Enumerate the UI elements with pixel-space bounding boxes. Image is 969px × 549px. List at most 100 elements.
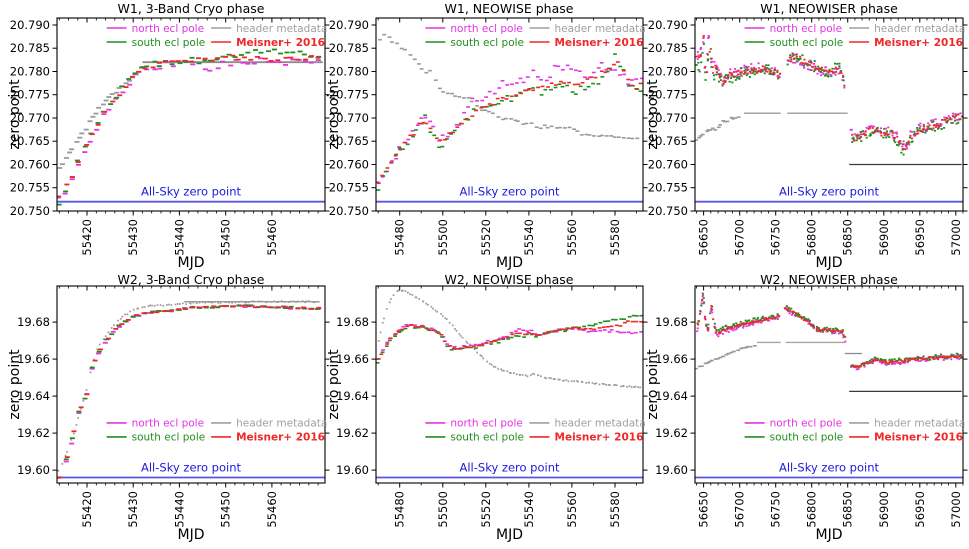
x-tick-label: 55430	[126, 219, 140, 256]
x-axis-label: MJD	[816, 527, 843, 543]
data-points	[376, 33, 643, 191]
legend-label: header metadata	[555, 418, 646, 430]
x-tick-label: 56950	[913, 219, 927, 256]
y-tick-label: 20.770	[10, 111, 50, 125]
y-tick-label: 19.68	[336, 315, 369, 329]
x-tick-label: 56650	[697, 491, 711, 528]
y-axis-label: zero point	[645, 79, 661, 150]
y-tick-label: 19.60	[655, 463, 688, 477]
x-tick-label: 55440	[172, 491, 186, 528]
y-tick-label: 20.780	[329, 65, 369, 79]
x-axis-label: MJD	[816, 255, 843, 271]
allsky-zero-point-label: All-Sky zero point	[459, 185, 560, 199]
y-axis-label: zero point	[7, 349, 23, 420]
y-tick-label: 20.780	[648, 65, 688, 79]
legend-label: south ecl pole	[450, 432, 524, 444]
y-tick-label: 20.750	[329, 204, 369, 218]
w1-3band-cryo-plot: All-Sky zero point 55420 55430 55440 55450 55…	[7, 17, 330, 271]
legend-label: north ecl pole	[132, 23, 204, 35]
y-tick-label: 19.66	[336, 352, 369, 366]
x-axis-label: MJD	[496, 527, 523, 543]
x-tick-label: 56900	[877, 491, 891, 528]
x-tick-label: 56750	[769, 219, 783, 256]
y-tick-label: 20.785	[329, 41, 369, 55]
w1-neowiser-plot: All-Sky zero point 56650 56700 56750 56800 56…	[645, 17, 968, 271]
x-tick-label: 57000	[949, 491, 963, 528]
w1-neowise-plot: All-Sky zero point 55480 55500 55520 55540 55…	[326, 17, 648, 271]
legend-label: north ecl pole	[770, 418, 842, 430]
y-axis-label: zero point	[326, 79, 342, 150]
legend-label: north ecl pole	[450, 418, 522, 430]
w2-neowiser-plot: All-Sky zero point 56650 56700 56750 56800 56…	[645, 285, 968, 543]
y-tick-label: 19.62	[336, 426, 369, 440]
x-tick-label: 56850	[841, 491, 855, 528]
y-tick-label: 20.780	[10, 65, 50, 79]
legend-label: south ecl pole	[132, 432, 206, 444]
x-tick-label: 57000	[949, 219, 963, 256]
y-tick-label: 20.770	[648, 111, 688, 125]
w2-neowise-plot: All-Sky zero point 55480 55500 55520 55540 55…	[326, 285, 648, 543]
x-tick-label: 55460	[265, 491, 279, 528]
y-axis-label: zero point	[326, 349, 342, 420]
y-tick-label: 20.750	[10, 204, 50, 218]
subplot-title-w1-neowiser: W1, NEOWISER phase	[760, 1, 898, 16]
y-tick-label: 20.790	[329, 18, 369, 32]
y-tick-label: 20.750	[648, 204, 688, 218]
y-tick-label: 19.68	[17, 315, 50, 329]
subplot-w2-neowise: All-Sky zero point 55480 55500 55520 55540 55…	[326, 274, 650, 549]
y-tick-label: 20.765	[10, 134, 50, 148]
y-tick-label: 20.760	[10, 158, 50, 172]
x-tick-label: 55420	[80, 219, 94, 256]
x-tick-label: 55520	[479, 491, 493, 528]
data-points	[57, 48, 323, 206]
y-tick-label: 19.62	[17, 426, 50, 440]
y-tick-label: 20.755	[10, 181, 50, 195]
legend-label: north ecl pole	[450, 23, 522, 35]
subplot-w1-3band-cryo: All-Sky zero point 55420 55430 55440 55450 55…	[0, 0, 330, 274]
x-tick-label: 55450	[219, 491, 233, 528]
y-tick-label: 20.790	[10, 18, 50, 32]
subplot-title-w2-neowiser: W2, NEOWISER phase	[760, 272, 898, 287]
legend-label: Meisner+ 2016	[236, 432, 325, 444]
y-tick-label: 19.62	[655, 426, 688, 440]
legend-label: header metadata	[874, 23, 965, 35]
x-tick-label: 56800	[805, 219, 819, 256]
allsky-zero-point-label: All-Sky zero point	[459, 461, 560, 475]
x-tick-label: 55560	[565, 219, 579, 256]
legend-label: Meisner+ 2016	[555, 37, 644, 49]
legend-label: south ecl pole	[770, 432, 844, 444]
legend-label: header metadata	[236, 418, 327, 430]
x-tick-label: 56650	[697, 219, 711, 256]
x-tick-label: 55460	[265, 219, 279, 256]
y-tick-label: 20.755	[648, 181, 688, 195]
x-tick-label: 56700	[733, 219, 747, 256]
y-tick-label: 19.64	[655, 389, 688, 403]
allsky-zero-point-label: All-Sky zero point	[141, 461, 242, 475]
x-tick-label: 56800	[805, 491, 819, 528]
legend-label: header metadata	[555, 23, 646, 35]
legend-label: header metadata	[874, 418, 965, 430]
y-tick-label: 20.760	[648, 158, 688, 172]
y-tick-label: 20.775	[648, 88, 688, 102]
x-tick-label: 56950	[913, 491, 927, 528]
subplot-title-w1-3band-cryo: W1, 3-Band Cryo phase	[117, 1, 265, 16]
x-axis-label: MJD	[178, 527, 205, 543]
y-tick-label: 20.770	[329, 111, 369, 125]
y-tick-label: 20.785	[648, 41, 688, 55]
x-tick-label: 55520	[479, 219, 493, 256]
legend-label: Meisner+ 2016	[874, 432, 963, 444]
data-points	[376, 289, 643, 389]
x-axis-label: MJD	[178, 255, 205, 271]
x-tick-label: 55540	[522, 219, 536, 256]
y-tick-label: 20.760	[329, 158, 369, 172]
data-points	[57, 300, 322, 479]
subplot-w2-3band-cryo: All-Sky zero point 55420 55430 55440 55450 55…	[0, 274, 330, 549]
y-tick-label: 19.66	[655, 352, 688, 366]
y-tick-label: 19.66	[17, 352, 50, 366]
x-tick-label: 55580	[608, 491, 622, 528]
x-tick-label: 55440	[172, 219, 186, 256]
x-tick-label: 55420	[80, 491, 94, 528]
y-tick-label: 19.60	[17, 463, 50, 477]
data-points	[695, 292, 963, 393]
